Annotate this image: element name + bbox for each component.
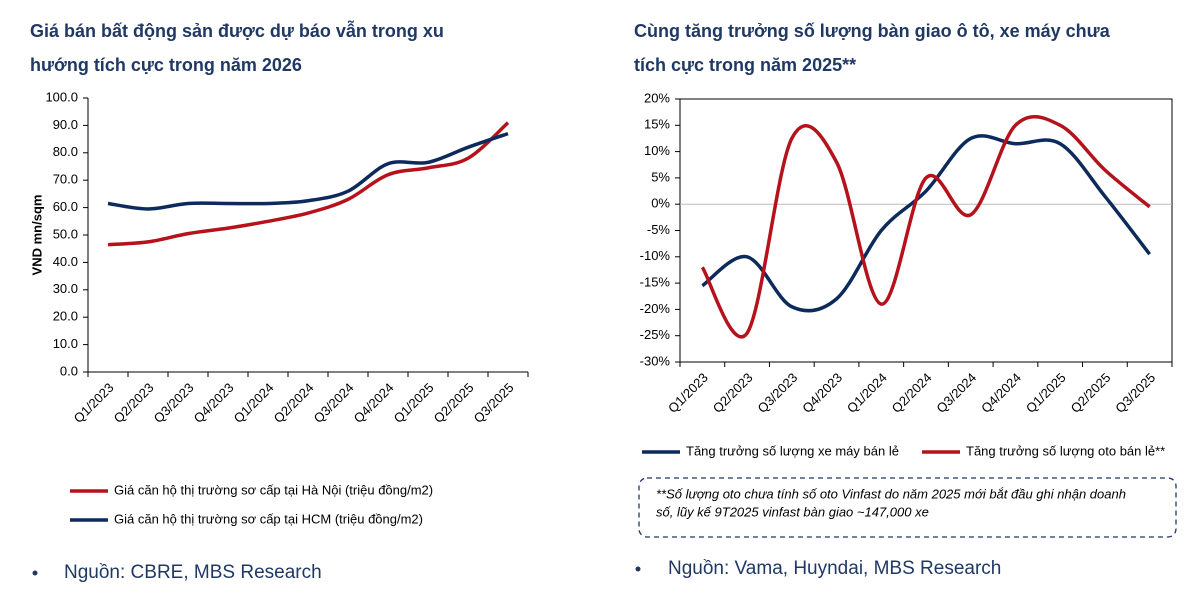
y-tick-label: 5%: [651, 169, 670, 184]
data-line: [701, 134, 1152, 313]
bullet: [635, 566, 641, 572]
x-tick-label: Q3/2023: [754, 370, 800, 416]
chart-title: Giá bán bất động sản được dự báo vẫn tro…: [30, 20, 444, 41]
x-tick-label: Q4/2023: [191, 380, 237, 426]
source: Nguồn: Vama, Huyndai, MBS Research: [668, 558, 1001, 579]
y-tick-label: 70.0: [53, 172, 78, 187]
y-tick-label: 20%: [644, 90, 670, 105]
x-tick-label: Q4/2024: [351, 380, 397, 426]
y-tick-label: 30.0: [53, 281, 78, 296]
x-tick-label: Q3/2023: [151, 380, 197, 426]
y-tick-label: -30%: [640, 353, 671, 368]
x-tick-label: Q1/2023: [71, 380, 117, 426]
x-tick-label: Q4/2024: [978, 370, 1024, 416]
source: Nguồn: CBRE, MBS Research: [64, 562, 322, 583]
chart-title: tích cực trong năm 2025**: [634, 55, 856, 75]
x-tick-label: Q3/2024: [311, 380, 357, 426]
x-tick-label: Q2/2025: [1068, 370, 1114, 416]
x-tick-label: Q1/2024: [231, 380, 277, 426]
y-tick-label: 60.0: [53, 199, 78, 214]
y-axis-label: VND mn/sqm: [29, 195, 44, 276]
x-tick-label: Q2/2024: [889, 370, 935, 416]
y-tick-label: -20%: [640, 301, 671, 316]
plot-frame: [679, 98, 1173, 363]
y-tick-label: 90.0: [53, 117, 78, 132]
y-tick-label: -5%: [647, 222, 671, 237]
bullet: [32, 570, 38, 576]
x-tick-label: Q4/2023: [799, 370, 845, 416]
legend-label: Giá căn hộ thị trường sơ cấp tại Hà Nội …: [114, 482, 433, 497]
note: số, lũy kế 9T2025 vinfast bàn giao ~147,…: [656, 504, 929, 519]
note: **Số lượng oto chưa tính số oto Vinfast …: [656, 486, 1126, 501]
data-line: [107, 131, 509, 211]
x-tick-label: Q3/2025: [471, 380, 517, 426]
legend-label: Tăng trưởng số lượng xe máy bán lẻ: [686, 443, 899, 458]
y-tick-label: 100.0: [45, 89, 78, 104]
x-tick-label: Q2/2024: [271, 380, 317, 426]
data-line: [107, 121, 510, 247]
x-tick-label: Q1/2023: [665, 370, 711, 416]
x-tick-label: Q1/2025: [391, 380, 437, 426]
x-tick-label: Q1/2025: [1023, 370, 1069, 416]
y-tick-label: 10.0: [53, 336, 78, 351]
x-tick-label: Q2/2025: [431, 380, 477, 426]
y-tick-label: 50.0: [53, 226, 78, 241]
y-tick-label: 0%: [651, 196, 670, 211]
y-tick-label: 10%: [644, 143, 670, 158]
x-tick-label: Q2/2023: [710, 370, 756, 416]
chart-title: hướng tích cực trong năm 2026: [30, 55, 302, 75]
chart-title: Cùng tăng trưởng số lượng bàn giao ô tô,…: [634, 21, 1111, 41]
x-tick-label: Q3/2025: [1112, 370, 1158, 416]
x-tick-label: Q2/2023: [111, 380, 157, 426]
y-tick-label: 15%: [644, 117, 670, 132]
x-tick-label: Q1/2024: [844, 370, 890, 416]
y-tick-label: -25%: [640, 327, 671, 342]
y-tick-label: -10%: [640, 248, 671, 263]
x-tick-label: Q3/2024: [933, 370, 979, 416]
y-tick-label: -15%: [640, 275, 671, 290]
note-box: [638, 477, 1177, 538]
data-line: [700, 115, 1151, 339]
y-tick-label: 40.0: [53, 254, 78, 269]
y-tick-label: 20.0: [53, 309, 78, 324]
y-tick-label: 80.0: [53, 144, 78, 159]
legend-label: Tăng trưởng số lượng oto bán lẻ**: [966, 443, 1165, 458]
legend-label: Giá căn hộ thị trường sơ cấp tại HCM (tr…: [114, 511, 423, 526]
y-tick-label: 0.0: [60, 363, 78, 378]
